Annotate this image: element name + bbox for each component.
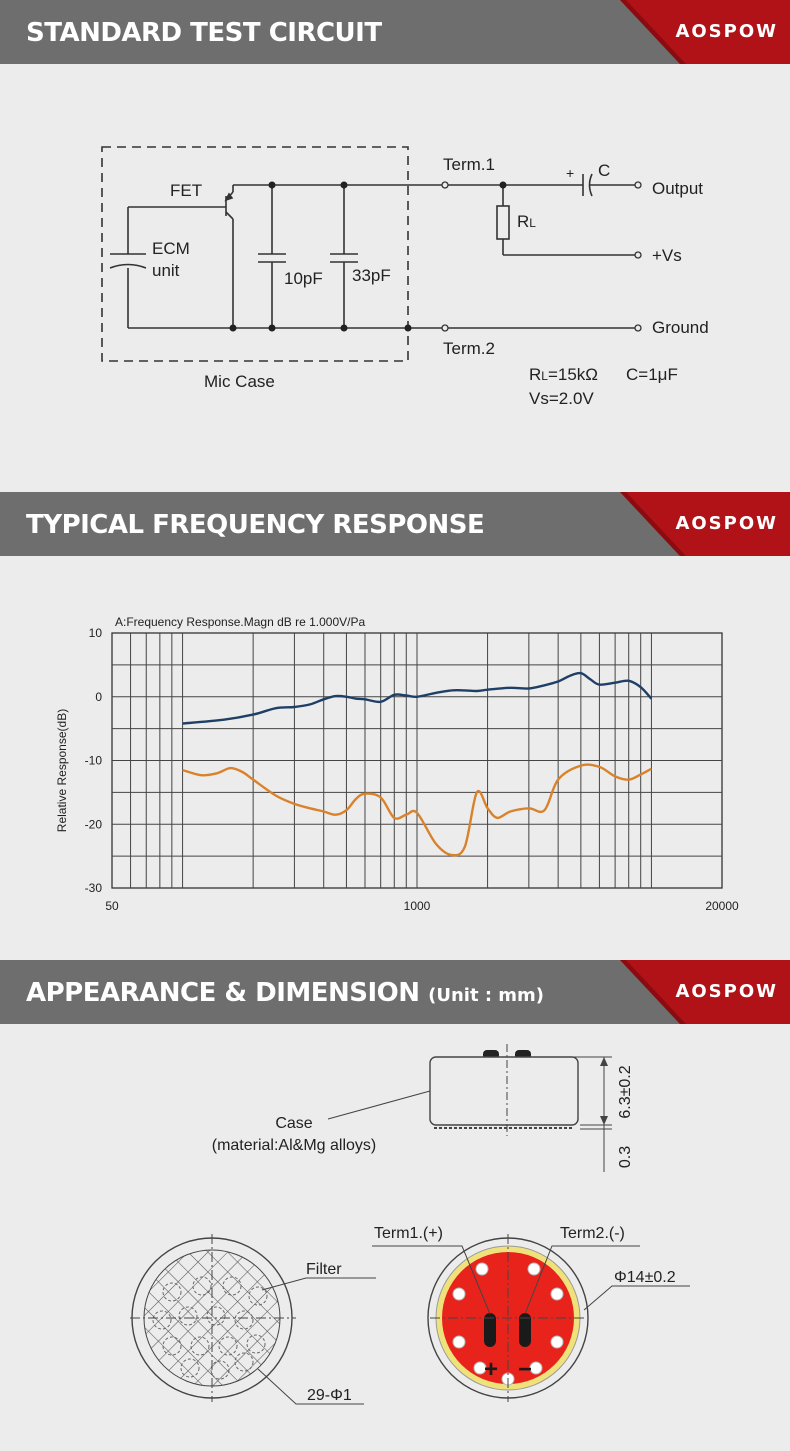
holes-label: 29-Φ1 — [307, 1387, 352, 1404]
term1-plus-label: Term1.(+) — [374, 1225, 443, 1242]
filter-front-view — [130, 1234, 296, 1402]
section-header-circuit: STANDARD TEST CIRCUIT AOSPOW — [0, 0, 790, 64]
brand-badge: AOSPOW — [620, 492, 790, 556]
mic-case-label: Mic Case — [204, 372, 275, 391]
term1-label: Term.1 — [443, 155, 495, 174]
ground-label: Ground — [652, 318, 709, 337]
brand-logo: AOSPOW — [675, 513, 778, 534]
y-tick-label: -10 — [85, 754, 103, 768]
brand-badge: AOSPOW — [620, 0, 790, 64]
y-axis-label: Relative Response(dB) — [55, 709, 69, 832]
term2-minus-label: Term2.(-) — [560, 1225, 625, 1242]
cap-c-label: C — [598, 161, 610, 180]
x-tick-label: 1000 — [404, 899, 431, 913]
output-label: Output — [652, 179, 703, 198]
case-material-label: (material:Al&Mg alloys) — [212, 1137, 376, 1154]
filter-label: Filter — [306, 1261, 342, 1278]
ecm-label: ECM — [152, 239, 190, 258]
frequency-section: 10 0 -10 -20 -30 50 1000 20000 A:Frequency Respo… — [0, 556, 790, 960]
x-tick-label: 50 — [105, 899, 119, 913]
output-terminal — [634, 181, 642, 189]
brand-logo: AOSPOW — [675, 21, 778, 42]
ecm-unit-label: unit — [152, 261, 180, 280]
term2-label: Term.2 — [443, 339, 495, 358]
spec-rl: RL=15kΩ — [529, 365, 598, 384]
height-dimension: 6.3±0.2 — [617, 1065, 634, 1118]
rl-label: RL — [517, 212, 536, 231]
circuit-section: FET ECM unit 10pF 33pF Mic Case Term.1 T… — [0, 64, 790, 492]
y-tick-label: -30 — [85, 881, 103, 895]
vs-terminal — [634, 251, 642, 259]
pcb-back-view: + − — [427, 1234, 589, 1402]
dimension-drawing: 6.3±0.2 0.3 Case (material:Al&Mg alloys) — [130, 1044, 690, 1405]
section-header-appearance: APPEARANCE & DIMENSION (Unit : mm) AOSPO… — [0, 960, 790, 1024]
section-title: APPEARANCE & DIMENSION (Unit : mm) — [26, 978, 545, 1008]
minus-marking: − — [518, 1356, 532, 1383]
plus-marking: + — [484, 1356, 498, 1383]
section-title: TYPICAL FREQUENCY RESPONSE — [26, 510, 485, 540]
section-title: STANDARD TEST CIRCUIT — [26, 18, 382, 48]
spec-c: C=1μF — [626, 365, 678, 384]
y-tick-label: -20 — [85, 817, 103, 831]
y-tick-label: 0 — [95, 690, 102, 704]
vs-label: +Vs — [652, 246, 682, 265]
mic-case-outline — [101, 146, 409, 362]
term2-terminal — [441, 324, 449, 332]
case-label: Case — [275, 1115, 312, 1132]
brand-logo: AOSPOW — [675, 981, 778, 1002]
fet-label: FET — [170, 181, 202, 200]
cap-plus-label: + — [566, 165, 574, 181]
case-side-view — [429, 1044, 579, 1136]
unit-label: (Unit : mm) — [428, 985, 545, 1006]
diameter-label: Φ14±0.2 — [614, 1269, 676, 1286]
section-header-frequency: TYPICAL FREQUENCY RESPONSE AOSPOW — [0, 492, 790, 556]
circuit-diagram: FET ECM unit 10pF 33pF Mic Case Term.1 T… — [101, 146, 709, 408]
base-dimension: 0.3 — [617, 1146, 634, 1168]
y-tick-label: 10 — [89, 626, 103, 640]
cap-33pf-label: 33pF — [352, 266, 391, 285]
term1-terminal — [441, 181, 449, 189]
series-line-1 — [182, 671, 653, 725]
series-line-2 — [182, 763, 652, 857]
cap-10pf-label: 10pF — [284, 269, 323, 288]
x-tick-label: 20000 — [705, 899, 739, 913]
appearance-section: 6.3±0.2 0.3 Case (material:Al&Mg alloys) — [0, 1024, 790, 1451]
spec-vs: Vs=2.0V — [529, 389, 594, 408]
chart-title: A:Frequency Response.Magn dB re 1.000V/P… — [115, 615, 365, 629]
ground-terminal — [634, 324, 642, 332]
brand-badge: AOSPOW — [620, 960, 790, 1024]
